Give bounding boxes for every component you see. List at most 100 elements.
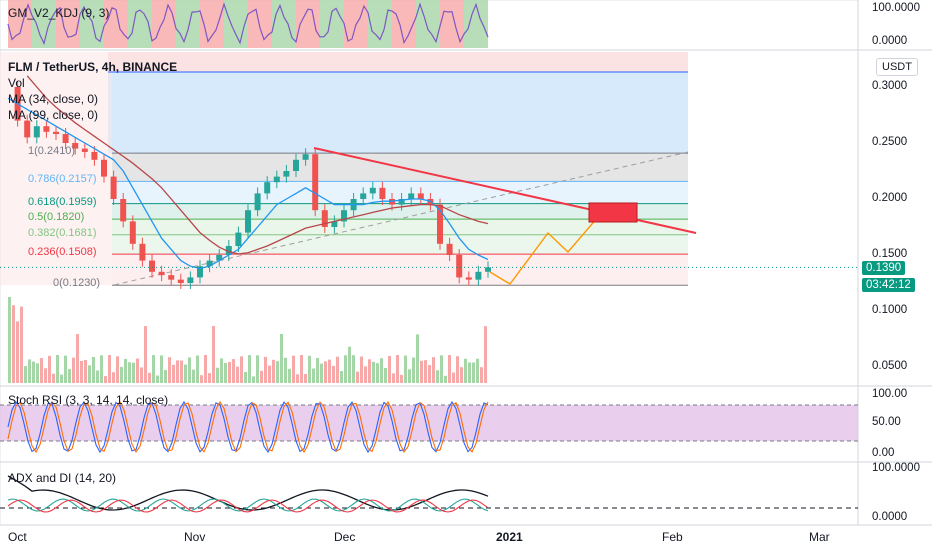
volume-bar-9 [44, 368, 47, 383]
volume-bar-37 [156, 375, 159, 383]
volume-bar-90 [368, 359, 371, 383]
candle-body-50 [485, 267, 491, 272]
volume-bar-86 [352, 355, 355, 383]
volume-bar-99 [404, 355, 407, 383]
candle-body-2 [24, 120, 31, 138]
kdj-stripe-46 [376, 0, 384, 48]
volume-bar-40 [168, 357, 171, 383]
fib-label-4: 0.382(0.1681) [28, 226, 97, 239]
volume-bar-96 [392, 373, 395, 383]
candle-body-11 [110, 176, 117, 199]
fib-label-0: 1(0.2410) [28, 145, 76, 158]
volume-bar-49 [204, 355, 207, 383]
volume-bar-32 [136, 358, 139, 383]
volume-bar-98 [400, 374, 403, 383]
volume-bar-93 [380, 358, 383, 383]
candle-body-10 [101, 159, 107, 177]
volume-bar-94 [384, 368, 387, 383]
volume-bar-65 [268, 365, 271, 383]
volume-bar-34 [144, 326, 147, 383]
volume-bar-71 [292, 355, 295, 383]
volume-bar-8 [40, 358, 43, 383]
candle-body-7 [72, 143, 79, 149]
currency-button[interactable]: USDT [876, 58, 918, 76]
candle-body-13 [129, 221, 136, 244]
volume-bar-118 [480, 367, 483, 383]
volume-bar-24 [104, 376, 107, 383]
kdj-stripe-28 [232, 0, 240, 48]
volume-bar-25 [108, 355, 111, 383]
candle-body-15 [149, 260, 155, 272]
volume-bar-1 [12, 305, 15, 383]
price-tick-4: 0.1000 [872, 304, 908, 316]
x-tick-dec: Dec [334, 530, 356, 544]
kdj-stripe-49 [400, 0, 408, 48]
candle-body-24 [235, 232, 242, 247]
candle-body-42 [408, 193, 415, 199]
volume-bar-21 [92, 356, 95, 383]
x-tick-oct: Oct [8, 530, 27, 544]
volume-bar-30 [128, 362, 131, 383]
volume-bar-111 [452, 372, 455, 383]
volume-bar-28 [120, 366, 123, 383]
candle-body-20 [197, 266, 203, 278]
volume-bar-106 [432, 357, 435, 383]
candle-body-5 [53, 131, 59, 135]
vol-label: Vol [8, 76, 25, 90]
volume-bar-67 [276, 361, 279, 383]
candle-body-19 [187, 277, 194, 283]
volume-bar-97 [396, 355, 399, 383]
volume-bar-101 [412, 357, 415, 383]
volume-bar-100 [408, 369, 411, 383]
volume-bar-38 [160, 355, 163, 383]
ma99-line [26, 75, 489, 255]
candle-body-4 [43, 126, 50, 132]
volume-bar-88 [360, 356, 363, 383]
volume-bar-29 [124, 358, 127, 383]
kdj-stripe-29 [240, 0, 248, 48]
stoch-tick-100: 100.00 [872, 388, 908, 400]
candle-body-32 [312, 154, 319, 211]
target-box [588, 202, 638, 223]
volume-bar-78 [320, 363, 323, 383]
volume-bar-35 [148, 372, 151, 383]
price-tick-2: 0.2000 [872, 192, 908, 204]
candle-body-29 [283, 171, 290, 177]
candle-body-12 [120, 199, 127, 222]
adx-label: ADX and DI (14, 20) [8, 471, 117, 485]
volume-bar-85 [348, 346, 351, 383]
kdj-stripe-2 [24, 0, 32, 48]
volume-bar-74 [304, 374, 307, 383]
kdj-stripe-33 [272, 0, 280, 48]
candle-body-16 [158, 271, 165, 276]
kdj-stripe-16 [136, 0, 144, 48]
candle-body-3 [33, 126, 40, 138]
volume-bar-55 [228, 362, 231, 383]
volume-bar-4 [24, 366, 27, 383]
volume-bar-41 [172, 364, 175, 383]
di-plus-line [7, 498, 489, 512]
volume-bar-3 [20, 306, 23, 383]
kdj-stripe-39 [320, 0, 328, 48]
volume-bar-64 [264, 356, 267, 383]
volume-bar-48 [200, 375, 203, 383]
volume-bar-16 [72, 357, 75, 383]
volume-bar-77 [316, 357, 319, 383]
x-tick-2021: 2021 [496, 530, 523, 544]
volume-bar-80 [328, 359, 331, 383]
symbol-title[interactable]: FLM / TetherUS, 4h, BINANCE [8, 60, 178, 74]
volume-bar-45 [188, 357, 191, 383]
adx-tick-100: 100.0000 [872, 462, 920, 474]
volume-bar-102 [416, 334, 419, 383]
volume-bar-58 [240, 356, 243, 383]
volume-bar-12 [56, 355, 59, 383]
volume-bar-13 [60, 374, 63, 383]
kdj-stripe-18 [152, 0, 160, 48]
kdj-stripe-20 [168, 0, 176, 48]
volume-bar-59 [244, 371, 247, 383]
volume-bar-115 [468, 362, 471, 383]
candle-body-35 [341, 210, 347, 222]
candle-body-14 [139, 243, 146, 261]
candle-body-34 [331, 221, 338, 227]
kdj-stripe-34 [280, 0, 288, 48]
